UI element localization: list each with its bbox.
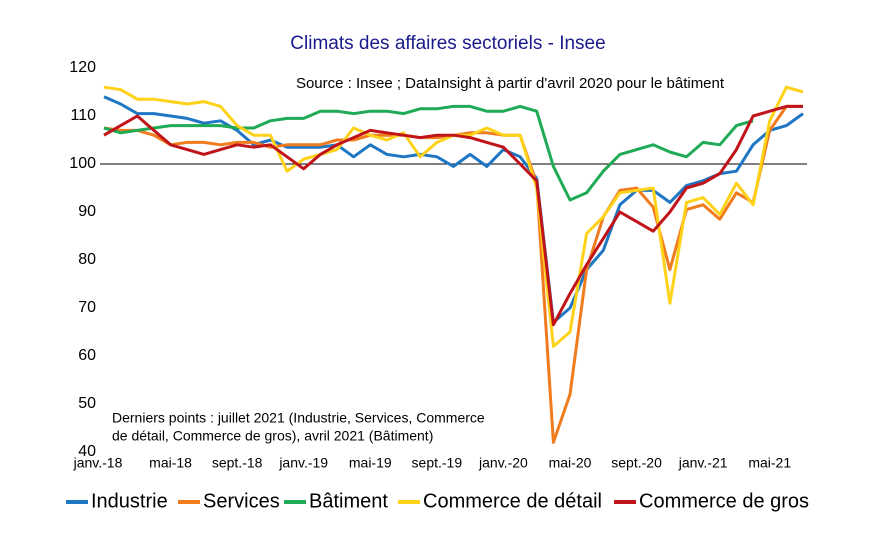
x-tick-label: janv.-21 bbox=[678, 455, 728, 471]
source-note: Source : Insee ; DataInsight à partir d'… bbox=[296, 75, 725, 92]
series-line bbox=[103, 104, 803, 327]
x-tick-label: mai-19 bbox=[349, 455, 392, 471]
footnote: Derniers points : juillet 2021 (Industri… bbox=[112, 410, 485, 426]
legend-label: Services bbox=[203, 490, 280, 512]
series-line bbox=[103, 104, 754, 202]
y-tick-label: 70 bbox=[78, 299, 96, 316]
legend-label: Commerce de détail bbox=[423, 490, 602, 512]
x-tick-label: mai-18 bbox=[149, 455, 192, 471]
x-tick-label: sept.-19 bbox=[412, 455, 463, 471]
footnote: de détail, Commerce de gros), avril 2021… bbox=[112, 428, 433, 444]
y-tick-label: 90 bbox=[78, 203, 96, 220]
y-tick-label: 50 bbox=[78, 395, 96, 412]
x-tick-label: janv.-18 bbox=[73, 455, 123, 471]
y-tick-label: 120 bbox=[69, 59, 96, 76]
x-tick-label: janv.-19 bbox=[278, 455, 328, 471]
x-tick-label: mai-21 bbox=[748, 455, 791, 471]
series-line bbox=[103, 104, 803, 444]
x-tick-label: janv.-20 bbox=[478, 455, 528, 471]
x-tick-label: sept.-18 bbox=[212, 455, 263, 471]
legend-label: Bâtiment bbox=[309, 490, 388, 512]
y-tick-label: 60 bbox=[78, 347, 96, 364]
y-tick-label: 100 bbox=[69, 155, 96, 172]
chart-title: Climats des affaires sectoriels - Insee bbox=[290, 33, 605, 54]
legend-label: Commerce de gros bbox=[639, 490, 809, 512]
legend-label: Industrie bbox=[91, 490, 168, 512]
series-line bbox=[103, 95, 804, 324]
y-tick-label: 40 bbox=[78, 443, 96, 460]
x-tick-label: sept.-20 bbox=[611, 455, 662, 471]
y-tick-label: 110 bbox=[70, 107, 96, 124]
x-tick-label: mai-20 bbox=[549, 455, 592, 471]
y-tick-label: 80 bbox=[78, 251, 96, 268]
